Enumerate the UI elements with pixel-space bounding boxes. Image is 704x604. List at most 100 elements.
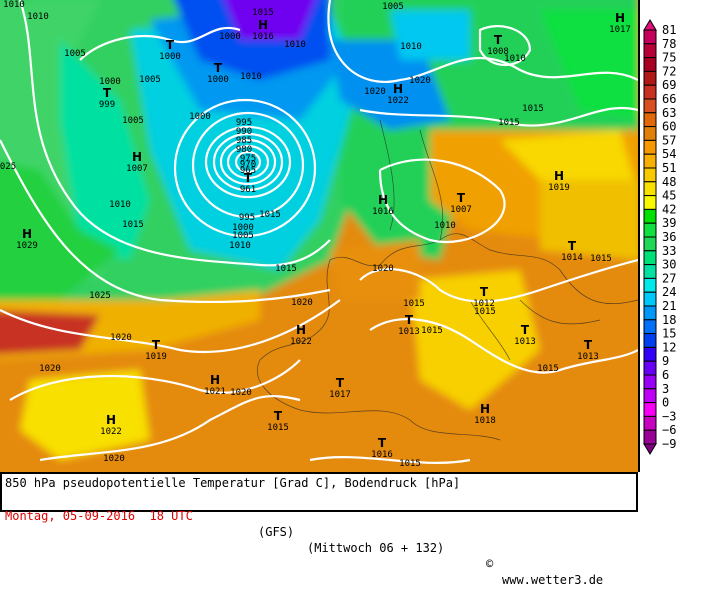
legend-label: 69: [662, 78, 676, 92]
caption-model: (GFS): [258, 525, 295, 539]
pressure-center-symbol: T: [521, 323, 530, 337]
pressure-center-value: 1017: [329, 390, 351, 400]
isobar-label: 1010: [400, 42, 422, 52]
pressure-center-value: 1019: [548, 183, 570, 193]
pressure-center-symbol: T: [103, 86, 112, 100]
isobar-label: 1005: [122, 116, 144, 126]
pressure-center-value: 961: [240, 185, 256, 195]
pressure-center-symbol: T: [336, 376, 345, 390]
isobar-label: 1010: [229, 241, 251, 251]
isobar-label: 1020: [409, 76, 431, 86]
copyright-symbol: ©: [486, 557, 494, 571]
pressure-center-symbol: T: [214, 61, 223, 75]
legend-label: 18: [662, 313, 676, 327]
pressure-center-symbol: H: [615, 11, 625, 25]
pressure-center-symbol: T: [274, 409, 283, 423]
legend-label: 15: [662, 327, 676, 341]
pressure-center-value: 1000: [207, 75, 229, 85]
pressure-center-symbol: H: [210, 373, 220, 387]
isobar-label: 1015: [403, 299, 425, 309]
legend-swatch: [643, 388, 657, 404]
legend-swatch: [643, 374, 657, 390]
pressure-center-value: 1022: [387, 96, 409, 106]
legend-swatch: [643, 126, 657, 141]
isobar-label: 1005: [139, 75, 161, 85]
pressure-center-value: 1018: [474, 416, 496, 426]
pressure-center-symbol: H: [296, 323, 306, 337]
isobar-label: 995: [239, 213, 255, 223]
legend-swatch: [643, 360, 657, 376]
legend-swatch: [643, 98, 657, 114]
legend-swatch: [643, 277, 657, 293]
pressure-center-symbol: H: [258, 18, 268, 32]
pressure-center-value: 1008: [487, 47, 509, 57]
color-legend: 81 78 75 72 69 66 63 60 57 54 51 48 45 42 39 36 33 30 27 24…: [638, 0, 704, 472]
legend-swatch: [643, 43, 657, 59]
isobar-label: 1020: [230, 388, 252, 398]
isobar-label: 985: [236, 136, 252, 146]
legend-label: 72: [662, 64, 676, 78]
isobar-label: 1015: [537, 364, 559, 374]
isobar-label: 1010: [3, 0, 25, 10]
legend-swatch: [643, 29, 657, 45]
isobar-label: 1000: [232, 223, 254, 233]
pressure-center-symbol: T: [584, 338, 593, 352]
legend-svg: 8178757269666360575451484542393633302724…: [638, 0, 676, 472]
legend-label: 39: [662, 216, 676, 230]
isobar-label: 1020: [291, 298, 313, 308]
legend-swatch: [643, 415, 657, 431]
legend-top-arrow: [643, 19, 657, 31]
isobar-label: 1015: [421, 326, 443, 336]
legend-label: 66: [662, 92, 676, 106]
legend-label: −9: [662, 437, 676, 451]
isobar-label: 1015: [474, 307, 496, 317]
isobar-label: 1015: [122, 220, 144, 230]
isobar-label: 970: [240, 160, 256, 170]
legend-swatch: [643, 333, 657, 348]
pressure-center-symbol: H: [554, 169, 564, 183]
isobar-label: 025: [0, 162, 16, 172]
isobar-label: 1000: [219, 32, 241, 42]
legend-bottom-arrow: [643, 443, 657, 455]
pressure-center-symbol: H: [393, 82, 403, 96]
isobar-label: 1000: [99, 77, 121, 87]
pressure-center-value: 1013: [514, 337, 536, 347]
legend-swatch: [643, 84, 657, 100]
legend-label: 42: [662, 202, 676, 216]
legend-label: 0: [662, 396, 669, 410]
isobar-label: 1015: [399, 459, 421, 469]
legend-swatch: [643, 139, 657, 155]
legend-swatch: [643, 208, 657, 224]
legend-label: 57: [662, 133, 676, 147]
legend-label: 12: [662, 340, 676, 354]
pressure-center-value: 1013: [398, 327, 420, 337]
isobar-label: 1010: [27, 12, 49, 22]
pressure-center-value: 1013: [577, 352, 599, 362]
weather-map: 1010 1010 1005 1005 1005 1000 1010 1015 995 1000 1…: [0, 0, 638, 472]
pressure-center-symbol: T: [378, 436, 387, 450]
legend-label: 6: [662, 368, 669, 382]
isobar-label: 1020: [39, 364, 61, 374]
pressure-center-value: 1015: [267, 423, 289, 433]
legend-label: 36: [662, 230, 676, 244]
pressure-center-value: 1029: [16, 241, 38, 251]
caption-title: 850 hPa pseudopotentielle Temperatur [Gr…: [5, 476, 461, 490]
isobar-label: 1015: [252, 8, 274, 18]
isobar-label: 1005: [232, 231, 254, 241]
isobar-label: 1020: [372, 264, 394, 274]
legend-swatch: [643, 319, 657, 335]
legend-swatch: [643, 195, 657, 210]
pressure-center-symbol: T: [244, 171, 253, 185]
pressure-centers: H1016T1000T1000T999H1007T961H1029H1022T1…: [16, 11, 631, 460]
legend-label: −6: [662, 423, 676, 437]
pressure-center-symbol: H: [378, 193, 388, 207]
isobar-label: 1005: [382, 2, 404, 12]
pressure-center-value: 1022: [290, 337, 312, 347]
pressure-center-symbol: H: [22, 227, 32, 241]
legend-label: 30: [662, 258, 676, 272]
legend-swatch: [643, 346, 657, 362]
caption-meta-line: Montag, 05-09-2016 18 UTC (GFS) (Mittwoc…: [5, 492, 633, 587]
legend-swatch: [643, 264, 657, 279]
legend-swatch: [643, 236, 657, 252]
isobar-label: 1020: [110, 333, 132, 343]
